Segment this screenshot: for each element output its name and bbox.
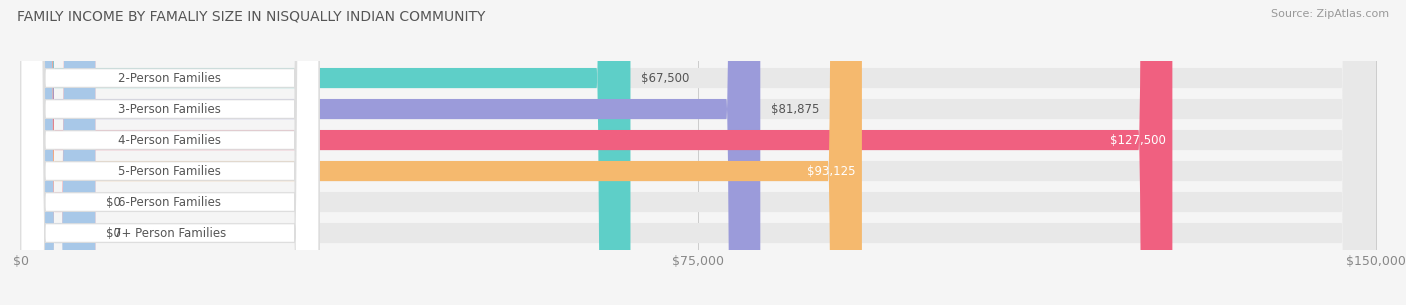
FancyBboxPatch shape [21, 0, 319, 305]
Text: Source: ZipAtlas.com: Source: ZipAtlas.com [1271, 9, 1389, 19]
Text: $0: $0 [107, 227, 121, 239]
Text: $81,875: $81,875 [770, 102, 820, 116]
Text: 5-Person Families: 5-Person Families [118, 165, 221, 178]
FancyBboxPatch shape [21, 0, 319, 305]
Text: 4-Person Families: 4-Person Families [118, 134, 221, 146]
FancyBboxPatch shape [21, 0, 319, 305]
Text: 2-Person Families: 2-Person Families [118, 72, 221, 84]
FancyBboxPatch shape [21, 0, 1173, 305]
FancyBboxPatch shape [21, 0, 96, 305]
FancyBboxPatch shape [21, 0, 1375, 305]
FancyBboxPatch shape [21, 0, 630, 305]
FancyBboxPatch shape [21, 0, 319, 305]
FancyBboxPatch shape [21, 0, 1375, 305]
FancyBboxPatch shape [21, 0, 862, 305]
Text: FAMILY INCOME BY FAMALIY SIZE IN NISQUALLY INDIAN COMMUNITY: FAMILY INCOME BY FAMALIY SIZE IN NISQUAL… [17, 9, 485, 23]
Text: $67,500: $67,500 [641, 72, 690, 84]
FancyBboxPatch shape [21, 0, 1375, 305]
FancyBboxPatch shape [21, 0, 319, 305]
Text: 6-Person Families: 6-Person Families [118, 196, 221, 209]
FancyBboxPatch shape [21, 0, 1375, 305]
Text: $0: $0 [107, 196, 121, 209]
Text: 7+ Person Families: 7+ Person Families [114, 227, 226, 239]
FancyBboxPatch shape [21, 0, 319, 305]
FancyBboxPatch shape [21, 0, 761, 305]
Text: $93,125: $93,125 [807, 165, 855, 178]
FancyBboxPatch shape [21, 0, 1375, 305]
Text: 3-Person Families: 3-Person Families [118, 102, 221, 116]
Text: $127,500: $127,500 [1109, 134, 1166, 146]
FancyBboxPatch shape [21, 0, 1375, 305]
FancyBboxPatch shape [21, 0, 96, 305]
